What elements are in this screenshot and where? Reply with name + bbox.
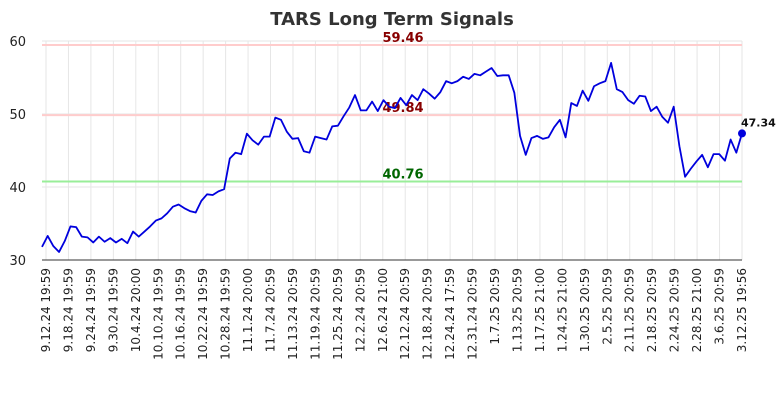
x-tick-label: 1.7.25 20:59	[488, 268, 502, 345]
last-point-marker	[738, 129, 746, 138]
x-tick-label: 1.13.25 20:59	[510, 268, 524, 352]
x-tick-label: 11.19.24 20:59	[308, 268, 322, 360]
axes: 9.12.24 19:59 9.18.24 19:59 9.24.24 19:59 9…	[9, 35, 749, 360]
x-tick-label: 9.12.24 19:59	[39, 268, 53, 352]
x-tick-label: 11.13.24 20:59	[286, 268, 300, 360]
x-tick-label: 3.6.25 20:59	[713, 268, 727, 345]
x-tick-label: 10.22.24 19:59	[196, 268, 210, 360]
x-tick-label: 12.12.24 20:59	[398, 268, 412, 360]
x-tick-label: 3.12.25 19:56	[735, 268, 749, 352]
x-tick-label: 9.24.24 19:59	[84, 268, 98, 352]
level-label: 59.46	[382, 31, 423, 46]
x-tick-label: 1.24.25 21:00	[555, 268, 569, 352]
x-tick-label: 2.18.25 20:59	[645, 268, 659, 352]
x-tick-label: 10.16.24 19:59	[174, 268, 188, 360]
x-tick-label: 12.2.24 20:59	[353, 268, 367, 352]
x-tick-label: 2.24.25 20:59	[668, 268, 682, 352]
y-tick-label: 40	[9, 181, 26, 196]
x-tick-label: 2.28.25 21:00	[690, 268, 704, 352]
chart-title: TARS Long Term Signals	[270, 9, 514, 30]
x-tick-label: 12.24.24 17:59	[443, 268, 457, 360]
x-tick-label: 2.5.25 20:59	[600, 268, 614, 345]
x-tick-label: 2.11.25 20:59	[623, 268, 637, 352]
x-tick-label: 12.18.24 20:59	[421, 268, 435, 360]
x-tick-label: 11.1.24 20:00	[241, 268, 255, 352]
x-tick-label: 10.4.24 20:00	[129, 268, 143, 352]
y-tick-label: 60	[9, 35, 26, 50]
y-tick-label: 30	[9, 254, 26, 269]
x-tick-label: 1.30.25 20:59	[578, 268, 592, 352]
x-tick-label: 9.18.24 19:59	[61, 268, 75, 352]
x-tick-label: 11.25.24 20:59	[331, 268, 345, 360]
level-label: 40.76	[382, 167, 423, 182]
last-point-label: 47.34	[741, 116, 776, 129]
x-tick-label: 9.30.24 19:59	[106, 268, 120, 352]
signal-levels: 59.46 49.84 40.76	[42, 31, 742, 183]
x-tick-label: 12.6.24 21:00	[376, 268, 390, 352]
series-line	[41, 62, 743, 253]
x-tick-label: 10.28.24 19:59	[219, 268, 233, 360]
x-tick-label: 11.7.24 20:59	[264, 268, 278, 352]
y-tick-label: 50	[9, 108, 26, 123]
grid	[42, 40, 743, 261]
x-tick-label: 1.17.25 21:00	[533, 268, 547, 352]
series-layer: 47.34	[41, 62, 776, 253]
x-tick-label: 10.10.24 19:59	[151, 268, 165, 360]
level-label: 49.84	[382, 101, 423, 116]
x-tick-label: 12.31.24 20:59	[466, 268, 480, 360]
